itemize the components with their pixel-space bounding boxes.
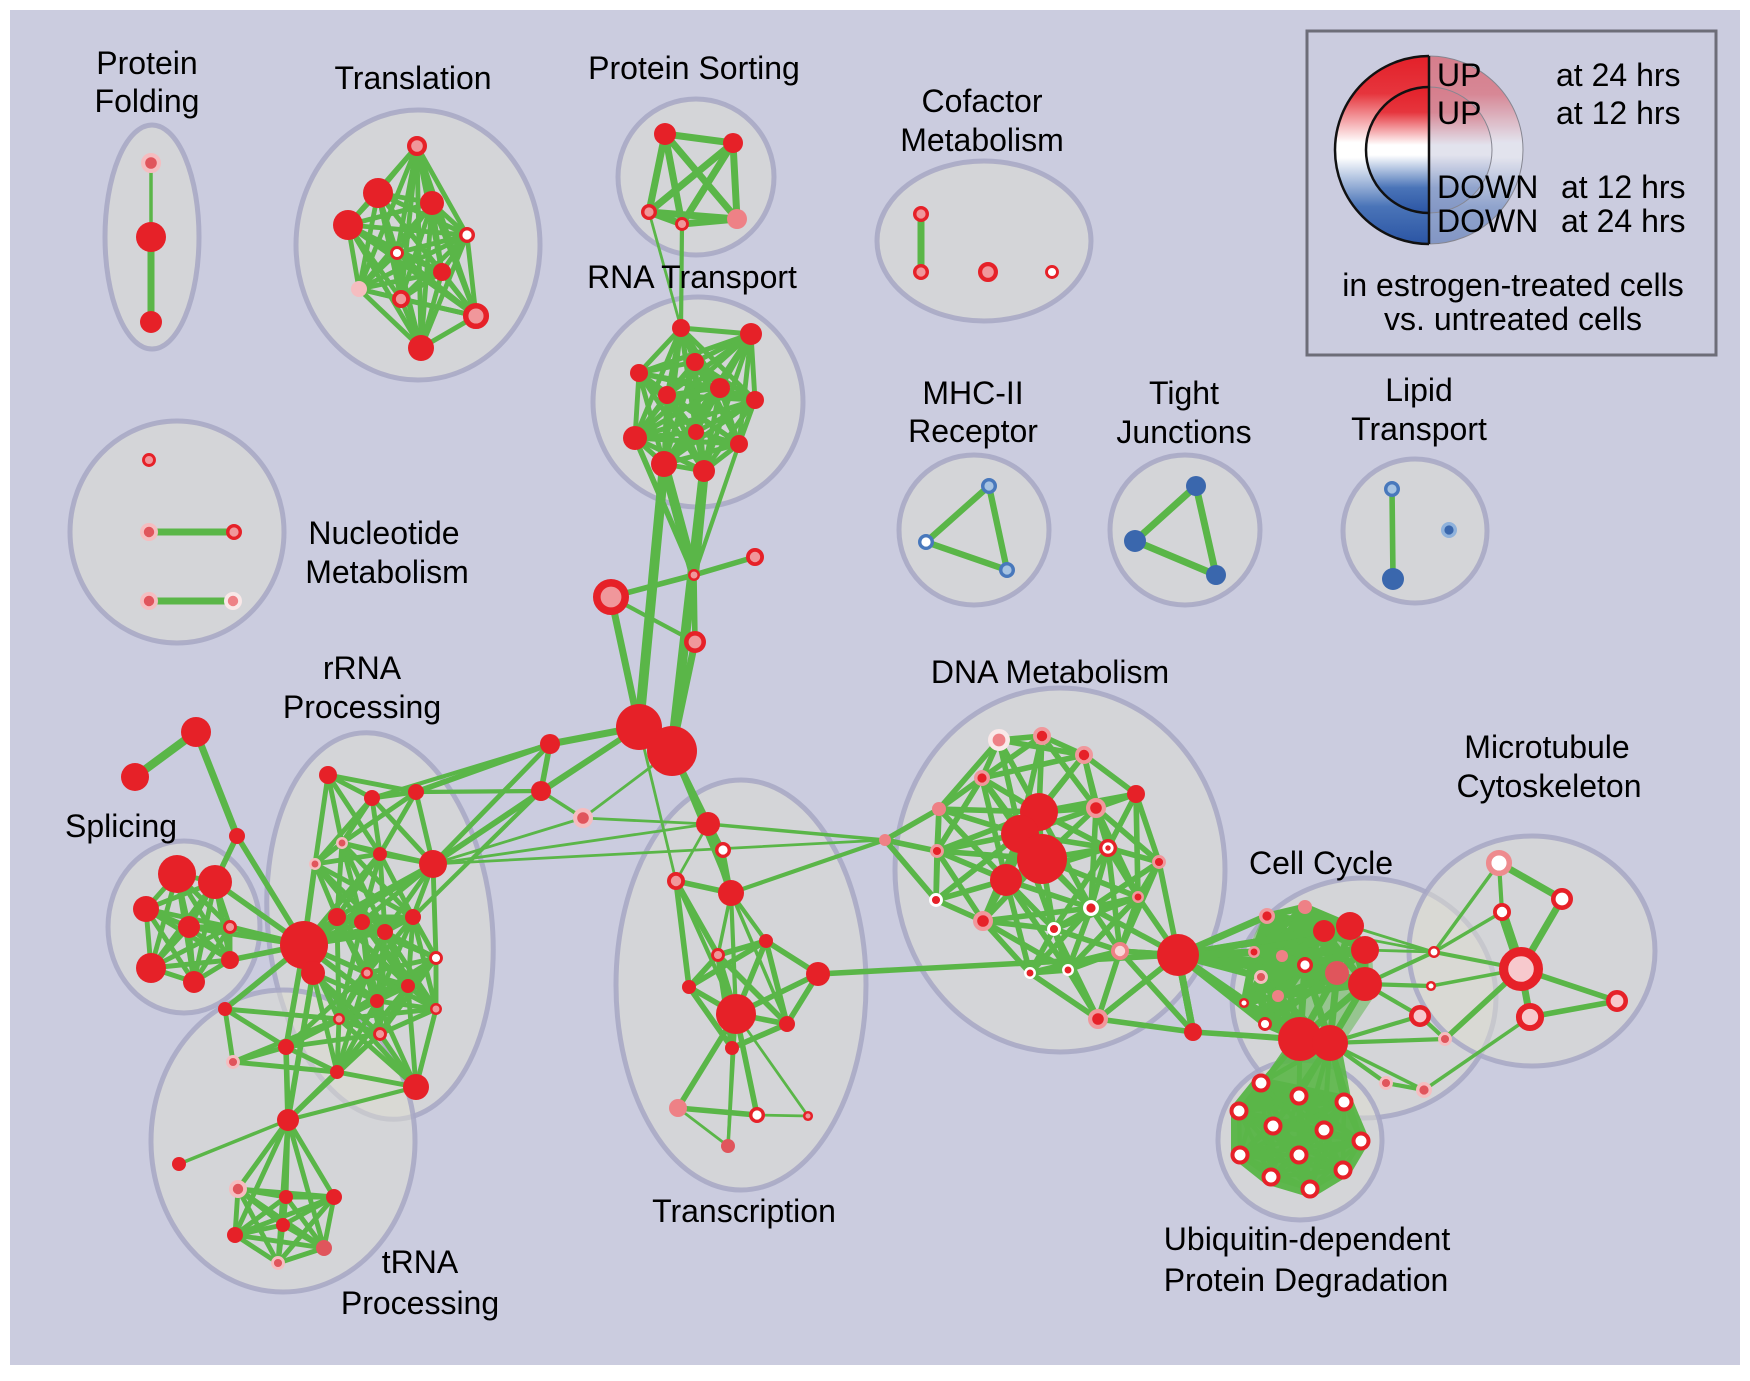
svg-text:Tight: Tight [1149,375,1219,411]
svg-text:Cofactor: Cofactor [922,83,1043,119]
svg-text:Junctions: Junctions [1116,414,1251,450]
svg-text:at 24 hrs: at 24 hrs [1556,57,1681,93]
svg-text:at 12 hrs: at 12 hrs [1561,169,1686,205]
svg-text:Transport: Transport [1351,411,1487,447]
svg-text:RNA Transport: RNA Transport [587,259,797,295]
svg-text:Protein Degradation: Protein Degradation [1164,1262,1449,1298]
svg-text:Processing: Processing [283,689,441,725]
svg-text:DOWN: DOWN [1437,169,1538,205]
svg-text:Microtubule: Microtubule [1464,729,1629,765]
svg-text:Protein Sorting: Protein Sorting [588,50,800,86]
svg-text:DNA Metabolism: DNA Metabolism [931,654,1169,690]
svg-text:Translation: Translation [334,60,491,96]
svg-text:MHC-II: MHC-II [922,375,1023,411]
svg-text:Processing: Processing [341,1285,499,1321]
svg-text:Splicing: Splicing [65,808,177,844]
svg-text:UP: UP [1437,95,1481,131]
svg-text:DOWN: DOWN [1437,203,1538,239]
svg-text:Metabolism: Metabolism [305,554,469,590]
svg-text:Protein: Protein [96,45,197,81]
svg-text:tRNA: tRNA [382,1244,459,1280]
svg-text:at 12 hrs: at 12 hrs [1556,95,1681,131]
svg-text:Receptor: Receptor [908,413,1038,449]
svg-text:at 24 hrs: at 24 hrs [1561,203,1686,239]
svg-text:Lipid: Lipid [1385,372,1453,408]
svg-text:Folding: Folding [95,83,200,119]
svg-text:Transcription: Transcription [652,1193,836,1229]
svg-text:Ubiquitin-dependent: Ubiquitin-dependent [1164,1221,1451,1257]
svg-text:UP: UP [1437,57,1481,93]
svg-text:Metabolism: Metabolism [900,122,1064,158]
svg-text:Cell Cycle: Cell Cycle [1249,845,1393,881]
svg-text:in estrogen-treated cells: in estrogen-treated cells [1342,267,1684,303]
svg-text:rRNA: rRNA [323,650,402,686]
svg-text:vs. untreated cells: vs. untreated cells [1384,301,1642,337]
svg-text:Cytoskeleton: Cytoskeleton [1457,768,1642,804]
svg-text:Nucleotide: Nucleotide [308,515,459,551]
